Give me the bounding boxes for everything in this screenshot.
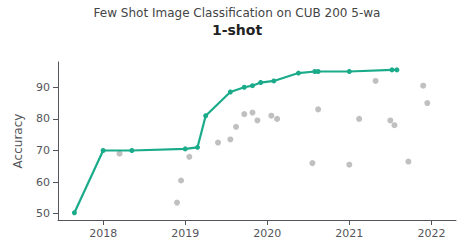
svg-text:2021: 2021 (335, 227, 363, 240)
svg-text:90: 90 (36, 81, 50, 94)
svg-text:2019: 2019 (171, 227, 199, 240)
svg-text:Accuracy: Accuracy (11, 114, 25, 169)
svg-text:Few Shot Image Classification: Few Shot Image Classification on CUB 200… (94, 6, 381, 20)
svg-text:50: 50 (36, 207, 50, 220)
svg-text:2022: 2022 (417, 227, 445, 240)
svg-text:70: 70 (36, 144, 50, 157)
svg-text:1-shot: 1-shot (212, 22, 262, 38)
svg-text:60: 60 (36, 176, 50, 189)
svg-text:2018: 2018 (89, 227, 117, 240)
svg-text:80: 80 (36, 112, 50, 125)
svg-text:2020: 2020 (253, 227, 281, 240)
